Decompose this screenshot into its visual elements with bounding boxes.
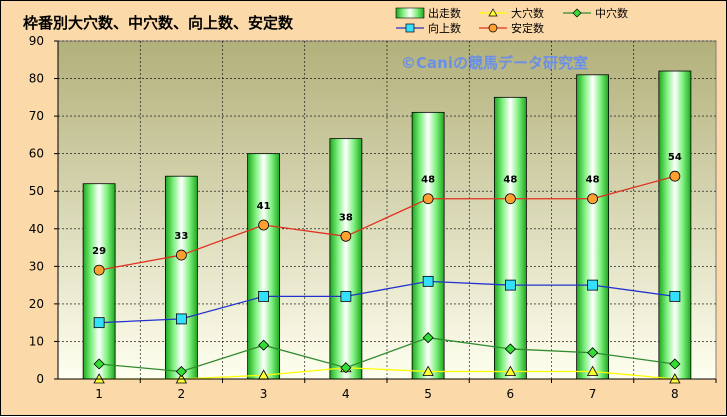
y-tick-label: 90 [29, 34, 44, 48]
circle-marker [93, 264, 105, 276]
y-tick-label: 50 [29, 184, 44, 198]
circle-marker [258, 219, 270, 231]
series-line [99, 175, 676, 271]
y-tick-label: 60 [29, 147, 44, 161]
data-label: 48 [421, 175, 435, 186]
y-tick-label: 80 [29, 72, 44, 86]
square-marker [669, 290, 681, 302]
x-tick-label: 4 [342, 387, 350, 401]
triangle-marker [586, 365, 599, 376]
x-tick-label: 7 [589, 387, 597, 401]
data-label: 29 [92, 246, 106, 257]
data-label: 54 [668, 152, 682, 163]
bar-series [82, 70, 692, 380]
square-marker [175, 313, 187, 325]
y-tick-label: 30 [29, 259, 44, 273]
y-tick-label: 0 [36, 372, 44, 386]
legend-marker [488, 23, 498, 33]
triangle-marker [422, 365, 434, 376]
diamond-marker [175, 365, 187, 378]
circle-marker [422, 193, 434, 205]
square-marker [422, 275, 434, 287]
square-marker [587, 279, 599, 291]
diamond-marker [587, 347, 599, 359]
series-line [99, 337, 675, 373]
legend-marker [572, 8, 582, 18]
diamond-marker [93, 358, 105, 370]
diamond-marker [669, 358, 681, 370]
series-line [99, 367, 675, 380]
bar [329, 138, 363, 380]
data-label: 48 [503, 175, 517, 186]
bar [658, 70, 692, 380]
circle-marker [175, 249, 187, 261]
y-tick-label: 10 [29, 334, 44, 348]
data-label: 33 [174, 231, 188, 242]
legend-marker [488, 8, 498, 17]
bar [164, 175, 198, 380]
legend-label: 安定数 [511, 21, 544, 35]
diamond-marker [422, 332, 434, 344]
line-series: 29 33 41 38 48 48 48 54 [92, 152, 682, 384]
square-marker [258, 290, 270, 302]
watermark: ©Caniの競馬データ研究室 [401, 54, 588, 72]
legend-label: 中穴数 [595, 6, 628, 20]
data-label: 48 [586, 175, 600, 186]
y-tick-label: 70 [29, 109, 44, 123]
square-marker [504, 279, 516, 291]
bar [576, 74, 610, 380]
circle-marker [587, 193, 599, 205]
bar [82, 183, 116, 380]
triangle-marker [504, 365, 517, 376]
legend-label: 大穴数 [511, 6, 544, 20]
x-tick-label: 1 [95, 387, 103, 401]
circle-marker [669, 170, 681, 182]
y-tick-label: 20 [29, 297, 44, 311]
y-tick-label: 40 [29, 222, 44, 236]
square-marker [340, 290, 352, 302]
chart-title: 枠番別大穴数、中穴数、向上数、安定数 [23, 14, 294, 32]
diamond-marker [340, 362, 352, 374]
data-label: 41 [257, 201, 271, 212]
bar [493, 96, 527, 380]
series-line [99, 280, 675, 324]
legend-label: 出走数 [428, 6, 461, 20]
circle-marker [504, 193, 516, 205]
legend-marker [405, 23, 415, 33]
diamond-marker [504, 343, 516, 355]
circle-marker [340, 230, 352, 242]
x-tick-label: 6 [507, 387, 515, 401]
legend-label: 向上数 [428, 21, 461, 35]
x-tick-label: 3 [260, 387, 268, 401]
square-marker [93, 317, 105, 329]
legend-swatch [395, 7, 425, 19]
data-label: 38 [339, 212, 353, 223]
x-tick-label: 8 [671, 387, 679, 401]
axes: 0 10 20 30 40 50 60 70 80 90 1 2 3 4 5 6 7 8 [29, 34, 717, 401]
x-tick-label: 2 [178, 387, 186, 401]
x-tick-label: 5 [424, 387, 432, 401]
diamond-marker [258, 339, 270, 351]
